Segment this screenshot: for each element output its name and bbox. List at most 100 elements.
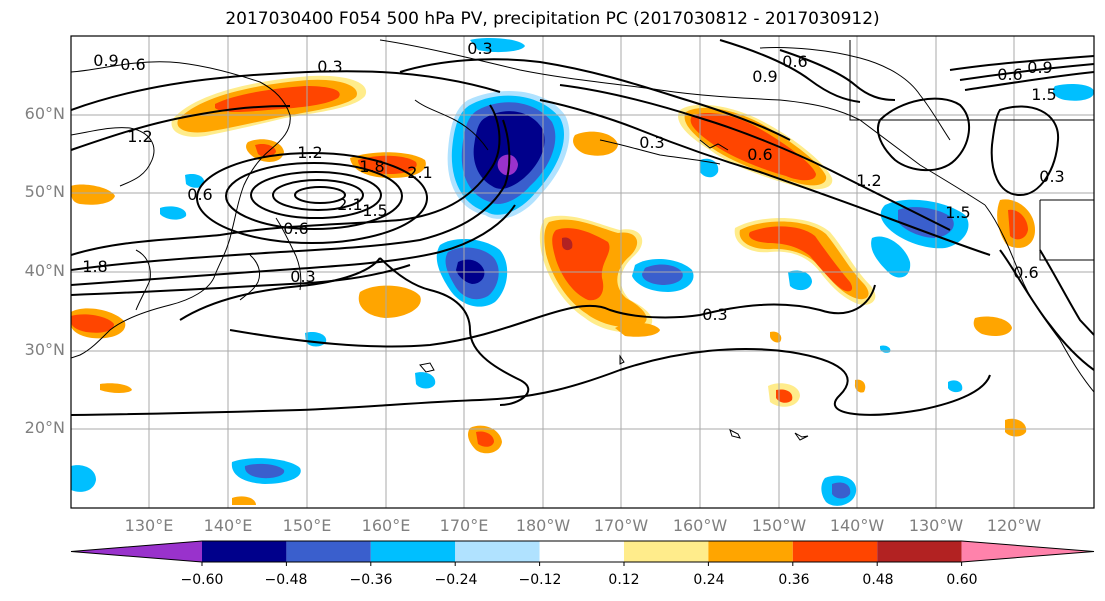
anomaly-positive [973,316,1012,336]
colorbar [70,540,1095,566]
lon-label-140w: 140°W [829,516,885,535]
anomaly-positive [71,314,114,333]
anomaly-positive [690,113,816,181]
anomaly-positive [770,331,782,343]
contour-label: 1.5 [945,203,970,222]
colorbar-tick-label: 0.48 [862,572,894,588]
anomaly-negative [185,174,205,188]
lon-label-130w: 130°W [908,516,964,535]
contour-label: 1.2 [127,127,152,146]
lon-label-160w: 160°W [672,516,728,535]
anomaly-negative [160,206,187,220]
anomaly-negative [788,270,812,291]
anomaly-positive [749,226,853,292]
anomaly-negative [871,236,911,278]
colorbar-bin [286,541,371,562]
anomaly-positive [358,285,421,318]
colorbar-tick-label: −0.24 [434,572,478,588]
anomaly-positive [255,143,276,157]
anomaly-negative-core [497,154,518,176]
lat-label-50n: 50°N [24,182,65,201]
anomaly-positive [71,184,115,205]
lat-label-30n: 30°N [24,340,65,359]
contour-label: 1.2 [297,143,322,162]
contour-label: 0.6 [1013,263,1038,282]
lon-label-150w: 150°W [751,516,807,535]
contour-label: 0.6 [187,185,212,204]
lon-label-180w: 180°W [515,516,571,535]
colorbar-extension-high [961,541,1094,562]
anomaly-negative [642,264,683,285]
plot-frame [70,35,1095,509]
colorbar-bin [455,541,540,562]
anomaly-positive [215,86,340,112]
anomaly-negative [244,463,285,479]
contour-label: 2.1 [407,163,432,182]
anomaly-negative [415,372,436,389]
lon-label-120w: 120°W [986,516,1042,535]
contour-label: 0.9 [752,67,777,86]
colorbar-bin [877,541,962,562]
anomaly-positive [776,389,793,403]
contour-label: 0.3 [317,57,342,76]
lon-label-140e: 140°E [203,516,253,535]
anomaly-positive [100,383,132,393]
colorbar-tick-label: 0.24 [693,572,725,588]
contour-label: 0.3 [290,267,315,286]
anomaly-positive [476,431,494,447]
anomaly-positive [562,237,573,251]
precip-anomaly-shading [71,38,1094,506]
lon-label-130e: 130°E [124,516,174,535]
colorbar-tick-label: −0.60 [180,572,224,588]
colorbar-tick-label: −0.48 [264,572,308,588]
anomaly-negative [898,207,954,238]
colorbar-bin [202,541,287,562]
anomaly-negative [948,380,963,393]
contour-label: 0.3 [467,39,492,58]
contour-label: 0.3 [702,305,727,324]
contour-label: 1.5 [362,201,387,220]
colorbar-bin [708,541,793,562]
contour-label: 0.6 [782,52,807,71]
lon-label-160e: 160°E [361,516,411,535]
lon-label-170e: 170°E [439,516,489,535]
contour-label: 0.9 [93,51,118,70]
contour-label: 0.6 [997,65,1022,84]
contour-label: 0.3 [639,133,664,152]
contour-label: 0.6 [283,219,308,238]
anomaly-positive [1005,418,1027,437]
contour-label: 1.8 [82,257,107,276]
contour-label: 0.9 [1027,58,1052,77]
map-title: 2017030400 F054 500 hPa PV, precipitatio… [225,9,880,29]
anomaly-negative [832,482,851,499]
lat-label-60n: 60°N [24,104,65,123]
contour-labels: 0.9 0.6 0.30.31.20.60.90.30.61.21.8 2.12.1 1… [82,39,1064,324]
anomaly-positive [1008,209,1028,240]
pv-contours [71,39,1094,416]
colorbar-bin [539,541,624,562]
contour-label: 1.8 [359,157,384,176]
coastlines [71,39,1094,441]
lon-label-150e: 150°E [282,516,332,535]
colorbar-tick-label: −0.36 [349,572,393,588]
contour-label: 1.2 [856,171,881,190]
colorbar-extension-low [71,541,202,562]
contour-label: 0.3 [1039,167,1064,186]
contour-label: 1.5 [1031,85,1056,104]
anomaly-positive [573,131,618,156]
anomaly-positive [232,496,256,505]
contour-label: 2.1 [337,195,362,214]
lat-label-20n: 20°N [24,418,65,437]
colorbar-tick-label: 0.12 [608,572,640,588]
lon-label-170w: 170°W [593,516,649,535]
anomaly-negative [71,465,96,492]
colorbar-bin [792,541,878,562]
colorbar-bin [370,541,456,562]
anomaly-positive [615,322,660,337]
anomaly-negative [470,38,525,53]
anomaly-negative [1053,84,1094,101]
anomaly-negative [700,158,719,178]
contour-label: 0.6 [120,55,145,74]
colorbar-tick-label: −0.12 [518,572,562,588]
